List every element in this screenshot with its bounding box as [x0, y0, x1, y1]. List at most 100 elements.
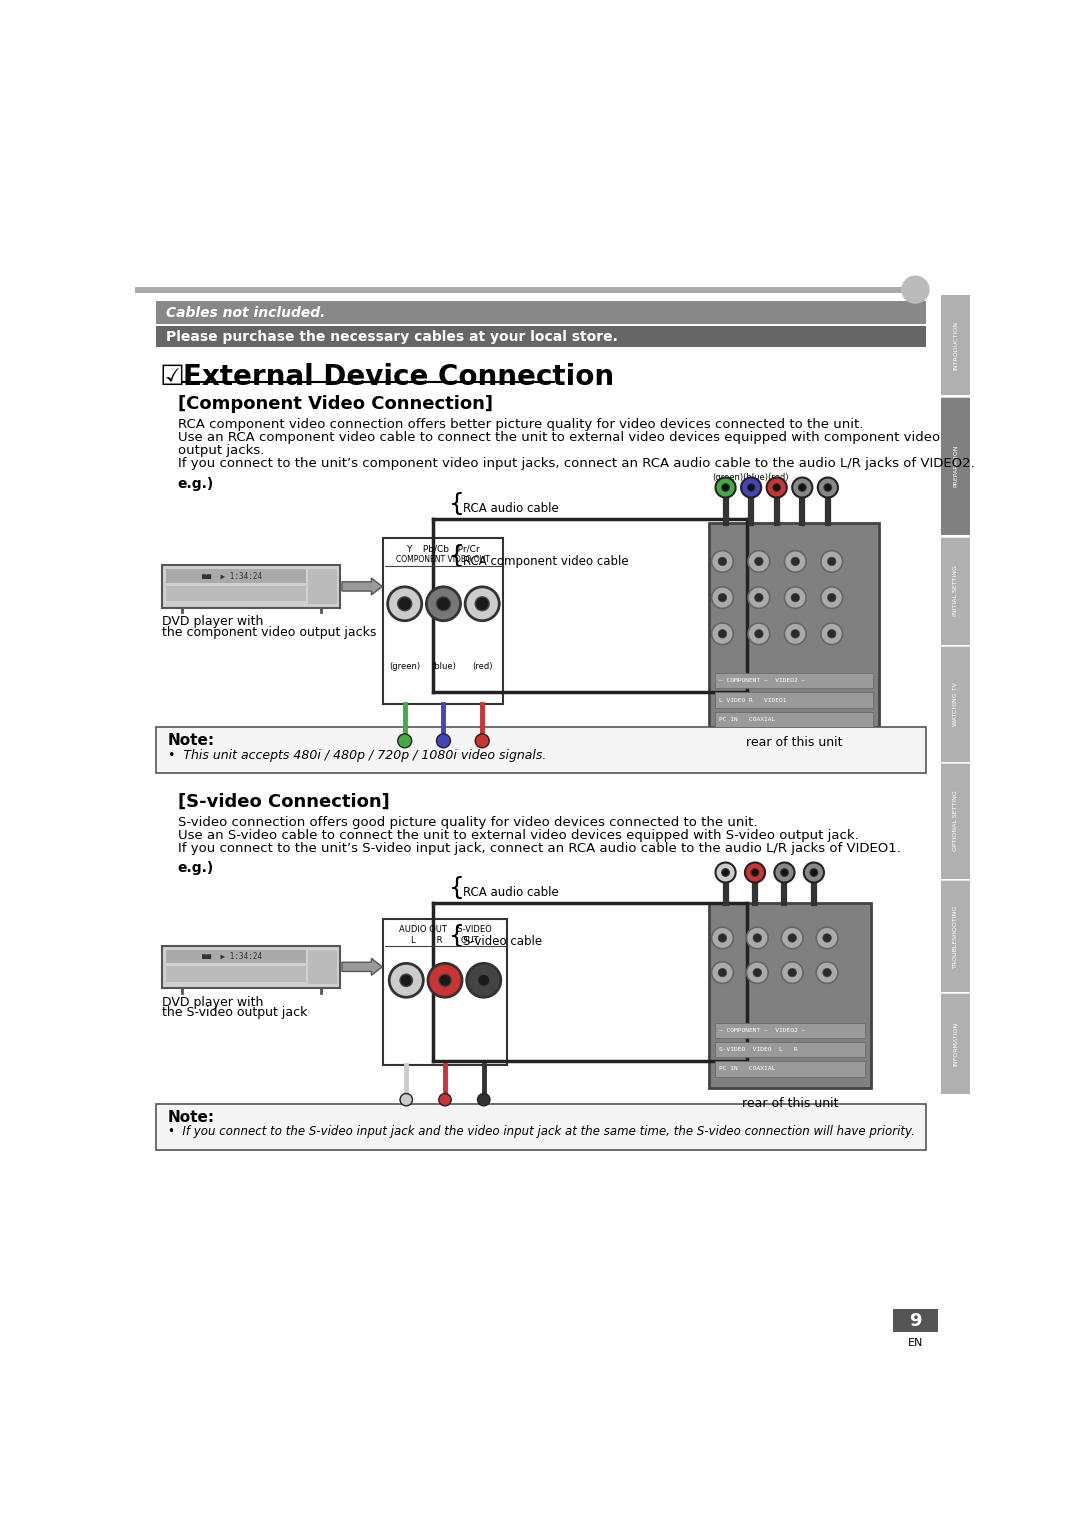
Circle shape	[821, 623, 842, 645]
Circle shape	[767, 477, 786, 498]
Circle shape	[755, 593, 764, 602]
Text: TROUBLESHOOTING: TROUBLESHOOTING	[954, 905, 958, 967]
Bar	[715, 1042, 865, 1057]
Bar	[166, 966, 306, 983]
Circle shape	[824, 484, 832, 492]
Bar	[715, 1060, 865, 1077]
Text: PC IN   COAXIAL: PC IN COAXIAL	[719, 1067, 775, 1071]
Circle shape	[428, 963, 462, 998]
Text: (blue): (blue)	[431, 662, 456, 671]
Circle shape	[477, 975, 490, 987]
Text: rear of this unit: rear of this unit	[742, 1097, 838, 1111]
FancyArrow shape	[342, 578, 382, 594]
Circle shape	[718, 593, 727, 602]
Text: L VIDEO R   VIDEO1: L VIDEO R VIDEO1	[719, 697, 787, 703]
Text: the S-video output jack: the S-video output jack	[162, 1007, 308, 1019]
Circle shape	[721, 868, 729, 877]
Circle shape	[788, 934, 796, 943]
Text: {: {	[449, 923, 464, 947]
Text: ■■  ▶ 1:34:24: ■■ ▶ 1:34:24	[202, 952, 262, 961]
Circle shape	[475, 733, 489, 747]
Bar	[156, 325, 926, 347]
Circle shape	[712, 961, 733, 984]
Text: 9: 9	[909, 1313, 921, 1331]
Text: •  If you connect to the S-video input jack and the video input jack at the same: • If you connect to the S-video input ja…	[167, 1125, 915, 1138]
Circle shape	[753, 969, 761, 976]
Bar	[893, 1309, 937, 1332]
Bar	[162, 565, 340, 608]
Circle shape	[751, 868, 759, 877]
Bar	[166, 587, 306, 602]
Circle shape	[712, 550, 733, 571]
Circle shape	[721, 484, 729, 492]
Text: [S-video Connection]: [S-video Connection]	[177, 793, 390, 810]
Circle shape	[747, 484, 755, 492]
Circle shape	[438, 1094, 451, 1106]
Circle shape	[477, 1094, 490, 1106]
Circle shape	[818, 477, 838, 498]
Circle shape	[823, 969, 832, 976]
Circle shape	[823, 934, 832, 943]
Circle shape	[781, 961, 804, 984]
Bar	[715, 712, 873, 727]
Circle shape	[791, 593, 799, 602]
Circle shape	[475, 597, 489, 611]
Text: •  This unit accepts 480i / 480p / 720p / 1080i video signals.: • This unit accepts 480i / 480p / 720p /…	[167, 749, 545, 761]
Text: S-video cable: S-video cable	[463, 935, 542, 947]
Bar	[941, 295, 971, 396]
Text: External Device Connection: External Device Connection	[183, 362, 615, 391]
Circle shape	[827, 630, 836, 639]
Text: Note:: Note:	[167, 733, 215, 749]
Circle shape	[784, 587, 806, 608]
Text: RCA component video cable: RCA component video cable	[463, 555, 629, 568]
Text: PREPARATION: PREPARATION	[954, 445, 958, 487]
Circle shape	[784, 550, 806, 571]
Bar	[308, 568, 337, 604]
Circle shape	[774, 862, 795, 883]
Text: L        R       OUT: L R OUT	[411, 935, 478, 944]
Circle shape	[746, 927, 768, 949]
Text: e.g.): e.g.)	[177, 860, 214, 876]
Text: AUDIO OUT    S-VIDEO: AUDIO OUT S-VIDEO	[399, 924, 491, 934]
Circle shape	[755, 630, 764, 639]
Bar	[715, 1022, 865, 1038]
Circle shape	[748, 587, 770, 608]
Text: EN: EN	[907, 1339, 923, 1348]
Bar	[383, 538, 503, 704]
Circle shape	[389, 963, 423, 998]
Text: Cables not included.: Cables not included.	[166, 306, 325, 319]
Circle shape	[465, 587, 499, 620]
Circle shape	[715, 862, 735, 883]
Text: (green): (green)	[389, 662, 420, 671]
Circle shape	[712, 623, 733, 645]
Circle shape	[718, 630, 727, 639]
Text: {: {	[449, 876, 464, 900]
Circle shape	[816, 961, 838, 984]
Bar	[941, 536, 971, 645]
Circle shape	[397, 733, 411, 747]
Circle shape	[438, 975, 451, 987]
Text: ☑: ☑	[160, 362, 185, 391]
Circle shape	[804, 862, 824, 883]
Text: If you connect to the unit’s S-video input jack, connect an RCA audio cable to t: If you connect to the unit’s S-video inp…	[177, 842, 901, 854]
Circle shape	[436, 597, 450, 611]
Circle shape	[781, 868, 788, 877]
Circle shape	[467, 963, 501, 998]
Text: S-video connection offers good picture quality for video devices connected to th: S-video connection offers good picture q…	[177, 816, 757, 828]
Bar	[941, 397, 971, 535]
Circle shape	[718, 934, 727, 943]
Circle shape	[810, 868, 818, 877]
Circle shape	[793, 477, 812, 498]
Text: [Component Video Connection]: [Component Video Connection]	[177, 396, 492, 413]
Text: INFORMATION: INFORMATION	[954, 1021, 958, 1065]
Text: e.g.): e.g.)	[177, 477, 214, 490]
Text: INITIAL SETTING: INITIAL SETTING	[954, 565, 958, 616]
Circle shape	[791, 558, 799, 565]
Circle shape	[755, 558, 764, 565]
Text: — COMPONENT —  VIDEO2 —: — COMPONENT — VIDEO2 —	[719, 678, 806, 683]
Circle shape	[748, 550, 770, 571]
Circle shape	[400, 1094, 413, 1106]
Circle shape	[781, 927, 804, 949]
Text: ■■  ▶ 1:34:24: ■■ ▶ 1:34:24	[202, 571, 262, 581]
Bar	[708, 523, 879, 727]
